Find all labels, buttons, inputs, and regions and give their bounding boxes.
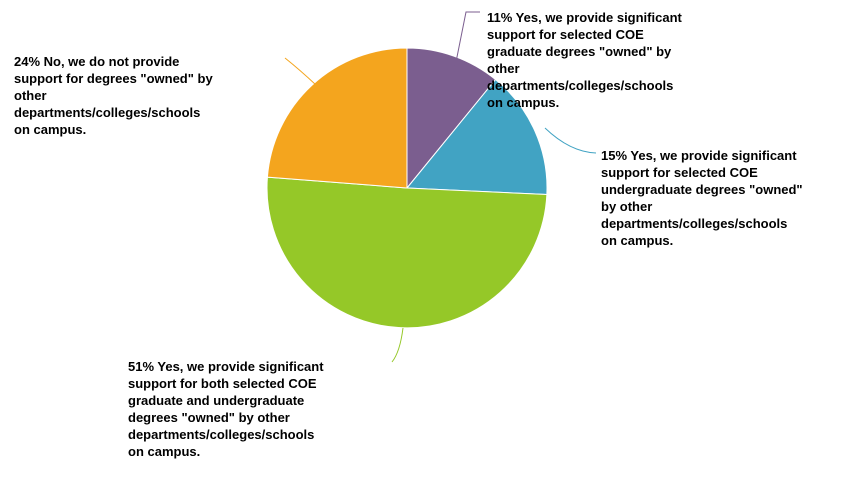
slice-label-line: by other [601,199,652,214]
slice-label-line: departments/colleges/schools [128,427,314,442]
leader-line [453,11,480,73]
slice-label-line: 51% Yes, we provide significant [128,359,324,374]
leader-line [544,127,597,154]
slice-label-line: departments/colleges/schools [601,216,787,231]
leader-line [284,57,317,86]
pie-slices [266,47,548,329]
slice-label: 15% Yes, we provide significant support f… [601,148,803,248]
leader-line [391,327,404,363]
slice-label-line: support for selected COE [601,165,758,180]
slice-label: 24% No, we do not provide support for deg… [14,54,213,137]
slice-label-line: departments/colleges/schools [14,105,200,120]
slice-label-line: 24% No, we do not provide [14,54,179,69]
slice-labels: 11% Yes, we provide significant support f… [14,10,803,459]
slice-label-line: on campus. [128,444,200,459]
slice-label-line: support for selected COE [487,27,644,42]
slice-label-line: degrees "owned" by other [128,410,290,425]
slice-label-line: 15% Yes, we provide significant [601,148,797,163]
slice-label-line: departments/colleges/schools [487,78,673,93]
pie-slice-15pct [405,78,548,196]
pie-slice-24pct [266,47,408,189]
slice-label-line: 11% Yes, we provide significant [487,10,683,25]
pie-slice-51pct [266,176,548,329]
slice-label-line: on campus. [14,122,86,137]
slice-label-line: other [14,88,47,103]
slice-label-line: support for both selected COE [128,376,317,391]
slice-label-line: support for degrees "owned" by [14,71,213,86]
slice-label-line: on campus. [487,95,559,110]
slice-label-line: on campus. [601,233,673,248]
slice-label: 51% Yes, we provide significant support f… [128,359,324,459]
slice-label-line: other [487,61,520,76]
pie-slice-11pct [406,47,497,190]
slice-label-line: graduate degrees "owned" by [487,44,672,59]
slice-label: 11% Yes, we provide significant support f… [487,10,683,110]
slice-label-line: undergraduate degrees "owned" [601,182,803,197]
slice-label-line: graduate and undergraduate [128,393,304,408]
leader-lines [284,11,597,363]
